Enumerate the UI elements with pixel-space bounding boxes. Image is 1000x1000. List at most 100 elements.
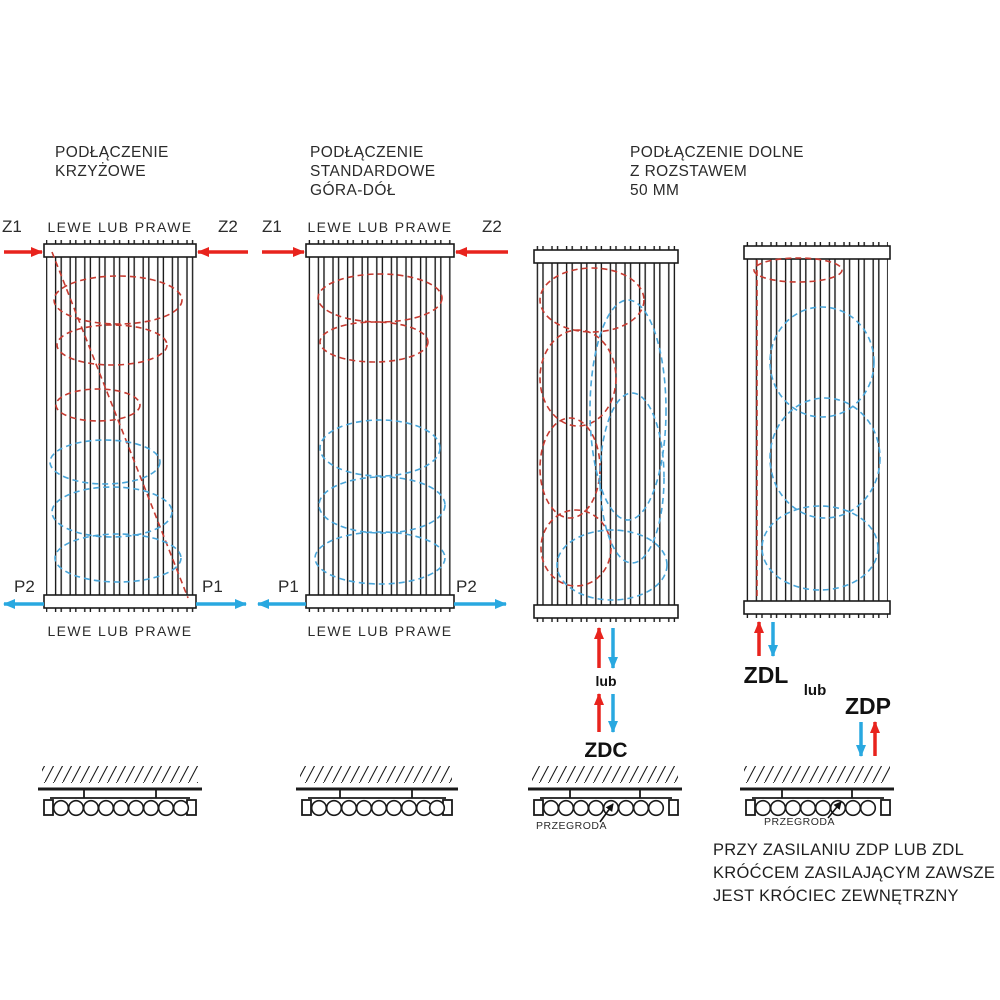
tube-section: [784, 799, 802, 817]
radiator2-tubes: [308, 240, 452, 612]
przegroda-pointer: [827, 801, 842, 819]
radiator3-bottom-header: [533, 604, 679, 619]
cross-section-1: [38, 766, 202, 817]
diagram2-title-line3: GÓRA-DÓŁ: [310, 182, 396, 199]
cross-section-3: PRZEGRODA: [528, 766, 682, 832]
flow-loop-red: [55, 388, 141, 422]
end-cap: [745, 799, 756, 816]
footer-line3: JEST KRÓCIEC ZEWNĘTRZNY: [713, 886, 959, 905]
end-cap: [301, 799, 312, 816]
tube-section: [325, 799, 343, 817]
flow-loop-blue: [318, 476, 446, 534]
przegroda-pointer: [599, 803, 614, 823]
cross-section-4: PRZEGRODA: [740, 766, 894, 828]
flow-diagonal-red: [51, 251, 189, 599]
cross-section-3-przegroda-label: PRZEGRODA: [536, 820, 607, 832]
wall-hatch: [532, 766, 678, 783]
diagram3-title-line2: Z ROZSTAWEM: [630, 163, 747, 180]
flow-loop-blue: [769, 306, 875, 418]
wall-hatch: [42, 766, 198, 783]
tube-section: [647, 799, 665, 817]
tube-section: [587, 799, 605, 817]
diagram3-bottom-connection: lub ZDC: [533, 246, 679, 762]
diagram3-title-line1: PODŁĄCZENIE DOLNE: [630, 144, 804, 161]
radiator4-top-header: [743, 245, 891, 260]
diagram1-title-line1: PODŁĄCZENIE: [55, 144, 169, 161]
diagram2-z1-label: Z1: [262, 217, 282, 236]
diagram3-zdc-label: ZDC: [584, 739, 627, 762]
tube-section: [172, 799, 190, 817]
diagram2-top-label: LEWE LUB PRAWE: [307, 219, 452, 235]
diagram2-standard-connection: LEWE LUB PRAWE Z1 Z2 P1 P2 LEWE LUB PRAW…: [257, 217, 508, 639]
radiator3-top-header: [533, 249, 679, 264]
diagram2-bottom-label: LEWE LUB PRAWE: [307, 623, 452, 639]
tube-section: [542, 799, 560, 817]
tube-section: [157, 799, 175, 817]
flow-loop-blue: [599, 392, 665, 564]
diagram1-p1-label: P1: [202, 577, 223, 596]
tube-section: [400, 799, 418, 817]
flow-loop-blue: [769, 397, 881, 519]
tube-section: [112, 799, 130, 817]
flow-loop-blue: [49, 439, 161, 485]
diagram4-lub-label: lub: [804, 682, 827, 699]
wall-hatch: [744, 766, 890, 783]
flow-loop-blue: [761, 505, 879, 591]
flow-loop-blue: [556, 529, 668, 601]
tube-section: [859, 799, 877, 817]
tube-section: [572, 799, 590, 817]
flow-loop-blue: [54, 533, 182, 583]
flow-loop-blue: [314, 531, 446, 585]
tube-section: [97, 799, 115, 817]
diagram1-p2-label: P2: [14, 577, 35, 596]
diagram1-z2-label: Z2: [218, 217, 238, 236]
radiator3-tubes: [536, 246, 676, 622]
wall-hatch: [300, 766, 452, 783]
flow-loop-red: [319, 321, 429, 363]
tube-section: [142, 799, 160, 817]
tube-section: [82, 799, 100, 817]
tube-section: [370, 799, 388, 817]
tube-section: [557, 799, 575, 817]
diagram2-p2-label: P2: [456, 577, 477, 596]
tube-section: [814, 799, 832, 817]
radiator2-top-header: [305, 243, 455, 258]
radiator1-tubes: [46, 240, 194, 612]
tube-section: [632, 799, 650, 817]
end-cap: [668, 799, 679, 816]
flow-loop-red: [317, 273, 443, 323]
tube-section: [769, 799, 787, 817]
radiator1-top-header: [43, 243, 197, 258]
tube-section: [844, 799, 862, 817]
diagram1-z1-label: Z1: [2, 217, 22, 236]
tube-section: [67, 799, 85, 817]
diagram1-cross-connection: LEWE LUB PRAWE Z1 Z2 P2 P1 LEWE LUB PRAW…: [2, 217, 248, 639]
tube-section: [340, 799, 358, 817]
tube-section: [385, 799, 403, 817]
flow-loop-red: [753, 257, 843, 283]
diagram4-zdp-label: ZDP: [845, 693, 891, 719]
diagram2-title-line2: STANDARDOWE: [310, 163, 436, 180]
radiator4-tubes: [746, 242, 888, 618]
radiator1-bottom-header: [43, 594, 197, 609]
tube-section: [428, 799, 446, 817]
end-cap: [533, 799, 544, 816]
diagram1-title-line2: KRZYŻOWE: [55, 162, 146, 180]
tube-section: [355, 799, 373, 817]
flow-loop-red: [539, 267, 645, 333]
diagram1-bottom-label: LEWE LUB PRAWE: [47, 623, 192, 639]
diagram4-zdl-label: ZDL: [744, 662, 789, 688]
diagram3-title-line3: 50 MM: [630, 182, 679, 199]
footer-line2: KRÓĆCEM ZASILAJĄCYM ZAWSZE: [713, 863, 995, 882]
radiator2-bottom-header: [305, 594, 455, 609]
end-cap: [880, 799, 891, 816]
diagram1-top-label: LEWE LUB PRAWE: [47, 219, 192, 235]
end-cap: [43, 799, 54, 816]
diagram2-p1-label: P1: [278, 577, 299, 596]
footer-line1: PRZY ZASILANIU ZDP LUB ZDL: [713, 841, 964, 859]
tube-section: [127, 799, 145, 817]
diagram3-lub-label: lub: [596, 673, 617, 689]
footer-note: PRZY ZASILANIU ZDP LUB ZDL KRÓĆCEM ZASIL…: [713, 841, 995, 905]
